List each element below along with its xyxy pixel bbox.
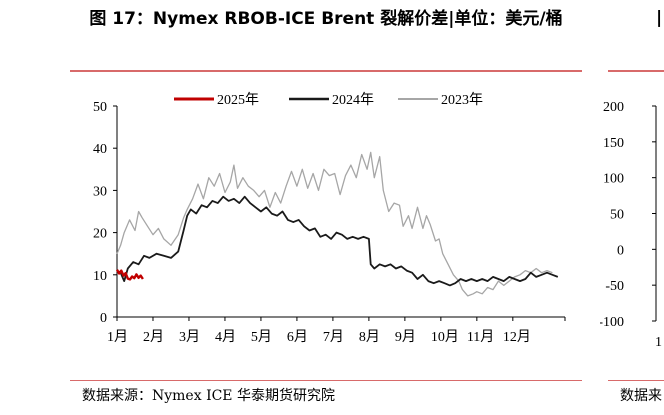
series-line-2025	[115, 269, 144, 281]
right-y-tick-label: -100	[600, 315, 624, 330]
chart-title: 图 17：Nymex RBOB-ICE Brent 裂解价差|单位：美元/桶	[89, 9, 563, 29]
chart-legend: 2025年 2024年 2023年	[174, 92, 483, 108]
series-line-2023	[116, 151, 553, 297]
x-tick-label: 1月	[107, 329, 128, 345]
right-panel-title-fragment: |	[656, 8, 663, 28]
x-tick-label: 6月	[287, 329, 308, 345]
x-tick-label: 5月	[251, 329, 272, 345]
x-tick-label: 9月	[395, 329, 416, 345]
chart-axes: 0 10 20 30 40 50 1月 2月 3月 4月 5月 6月 7月 8月 9月 10月 11月 12月	[93, 100, 566, 345]
x-tick-label: 3月	[179, 329, 200, 345]
right-y-tick-label: 50	[610, 208, 624, 223]
x-tick-label: 2月	[143, 329, 164, 345]
right-title-rule	[608, 70, 664, 72]
legend-label-2023: 2023年	[441, 92, 483, 108]
data-source-note: 数据来源：Nymex ICE 华泰期货研究院	[82, 388, 335, 404]
chart-series-layer	[115, 151, 559, 297]
right-panel-chart-fragment: 200 150 100 50 0 -50 -100 1	[600, 100, 662, 350]
legend-label-2025: 2025年	[217, 92, 259, 108]
y-tick-label: 50	[93, 100, 107, 115]
legend-label-2024: 2024年	[332, 92, 374, 108]
y-tick-label: 10	[93, 269, 107, 284]
y-tick-label: 40	[93, 142, 107, 157]
right-source-rule	[608, 380, 664, 381]
source-rule	[70, 380, 582, 381]
y-tick-label: 0	[100, 311, 107, 326]
x-tick-label: 4月	[215, 329, 236, 345]
right-y-tick-label: -50	[605, 279, 624, 294]
x-tick-label: 8月	[359, 329, 380, 345]
right-panel-source-fragment: 数据来	[620, 388, 662, 404]
x-tick-label: 10月	[431, 329, 459, 345]
right-y-tick-label: 100	[603, 172, 624, 187]
right-y-tick-label: 150	[603, 136, 624, 151]
title-rule	[70, 70, 582, 72]
y-tick-label: 20	[93, 227, 107, 242]
right-panel-y-axis: 200 150 100 50 0 -50 -100 1	[600, 100, 662, 350]
x-tick-label: 7月	[323, 329, 344, 345]
spread-line-chart: 2025年 2024年 2023年 0 10 20 30 40 50 1月 2月 3月 4月 5月 6月 7…	[93, 92, 566, 345]
right-x-tick-fragment: 1	[655, 335, 662, 350]
right-y-tick-label: 0	[617, 243, 624, 258]
x-tick-label: 12月	[503, 329, 531, 345]
y-tick-label: 30	[93, 184, 107, 199]
x-tick-label: 11月	[467, 329, 494, 345]
right-y-tick-label: 200	[603, 100, 624, 115]
series-line-2024	[116, 195, 559, 287]
